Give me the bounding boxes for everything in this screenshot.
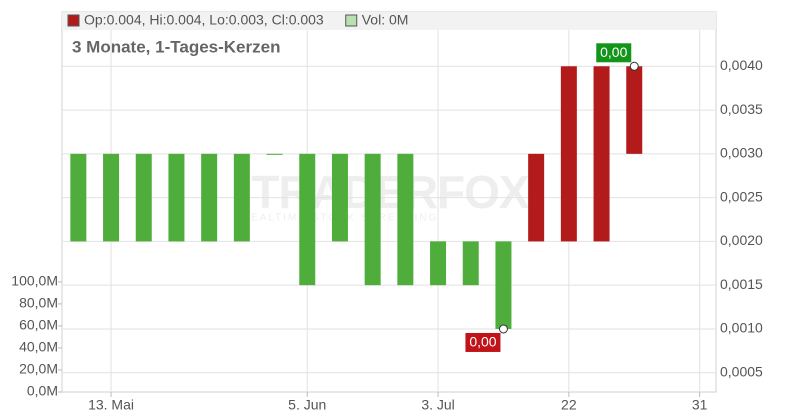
y2-tick-label: 40,0M — [19, 339, 58, 355]
legend-band — [62, 12, 716, 30]
extreme-label: 0,00 — [469, 334, 496, 350]
x-tick-label: 3. Jul — [421, 397, 454, 413]
y-tick-label: 0,0040 — [720, 57, 763, 73]
extreme-marker — [629, 61, 639, 71]
y2-tick-label: 80,0M — [19, 295, 58, 311]
legend-swatch — [67, 14, 80, 27]
y-tick-label: 0,0010 — [720, 320, 763, 336]
subtitle: 3 Monate, 1-Tages-Kerzen — [72, 37, 280, 56]
y-tick-label: 0,0025 — [720, 188, 763, 204]
candle-body — [266, 153, 283, 155]
candle-body — [70, 153, 87, 242]
x-tick-label: 13. Mai — [88, 397, 134, 413]
y2-tick-label: 100,0M — [11, 273, 58, 289]
watermark: TRADERFOX — [251, 166, 530, 218]
y2-tick-label: 60,0M — [19, 317, 58, 333]
legend-label: Vol: 0M — [362, 12, 409, 28]
candle-body — [135, 153, 152, 242]
candle-body — [430, 241, 447, 286]
candle-body — [201, 153, 218, 242]
y-tick-label: 0,0005 — [720, 363, 763, 379]
candle-body — [397, 153, 414, 286]
candle-body — [331, 153, 348, 242]
y-tick-label: 0,0035 — [720, 101, 763, 117]
candle-body — [560, 66, 577, 242]
candle-body — [364, 153, 381, 286]
legend-label: Op:0.004, Hi:0.004, Lo:0.003, Cl:0.003 — [84, 12, 324, 28]
legend-swatch — [345, 14, 358, 27]
candle-body — [168, 153, 185, 242]
y2-tick-label: 0,0M — [27, 383, 58, 399]
candle-body — [299, 153, 316, 286]
candle-body — [103, 153, 120, 242]
x-tick-label: 22 — [561, 397, 577, 413]
x-tick-label: 5. Jun — [288, 397, 326, 413]
extreme-label-box — [465, 332, 501, 352]
candle-body — [495, 241, 512, 329]
y-tick-label: 0,0030 — [720, 145, 763, 161]
x-tick-label: 31 — [692, 397, 708, 413]
candle-body — [593, 66, 610, 242]
extreme-label: 0,00 — [600, 44, 627, 60]
y-tick-label: 0,0015 — [720, 276, 763, 292]
extreme-label-box — [596, 43, 632, 63]
y-tick-label: 0,0020 — [720, 232, 763, 248]
candle-body — [233, 153, 250, 242]
extreme-marker — [498, 324, 508, 334]
candle-body — [528, 153, 545, 242]
candle-body — [462, 241, 479, 286]
y2-tick-label: 20,0M — [19, 361, 58, 377]
candle-body — [626, 66, 643, 154]
